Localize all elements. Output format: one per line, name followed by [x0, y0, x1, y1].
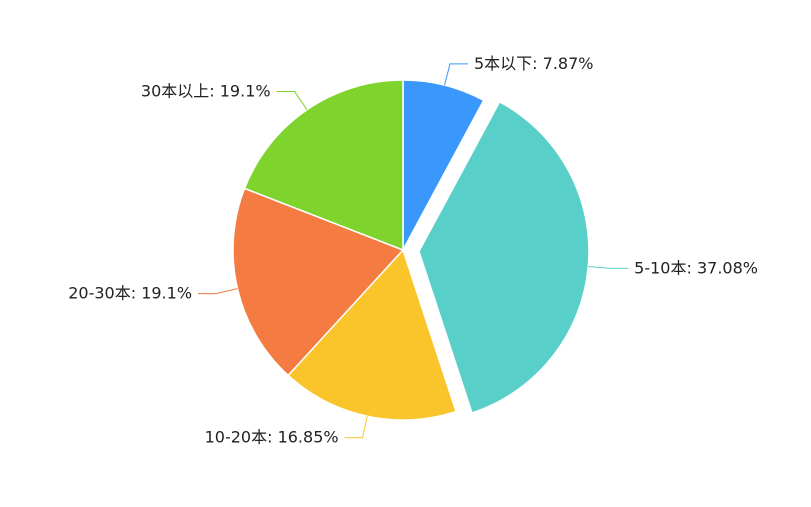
slice-name: 30本以上 — [141, 81, 209, 100]
label-line — [198, 288, 238, 295]
slice-name: 5-10本 — [634, 258, 686, 277]
label-separator: : — [532, 53, 542, 72]
slice-label: 30本以上: 19.1% — [141, 81, 271, 100]
slice-label: 5-10本: 37.08% — [634, 258, 758, 277]
slice-value: 16.85% — [278, 427, 339, 446]
label-line — [444, 63, 468, 86]
slice-label: 20-30本: 19.1% — [68, 283, 192, 302]
slice-name: 5本以下 — [474, 53, 532, 72]
slice-value: 19.1% — [220, 81, 271, 100]
label-separator: : — [687, 258, 697, 277]
label-line — [588, 265, 629, 269]
slice-name: 10-20本 — [205, 427, 268, 446]
pie-slice — [232, 187, 405, 377]
pie-slice — [287, 248, 457, 421]
label-separator: : — [209, 81, 219, 100]
pie-slice — [418, 100, 590, 414]
label-separator: : — [267, 427, 277, 446]
slice-value: 19.1% — [141, 283, 192, 302]
slice-value: 37.08% — [697, 258, 758, 277]
label-line — [276, 91, 308, 110]
label-line — [344, 416, 368, 439]
pie-slice — [243, 79, 404, 252]
slice-value: 7.87% — [543, 53, 594, 72]
slice-label: 5本以下: 7.87% — [474, 53, 593, 72]
slice-name: 20-30本 — [68, 283, 131, 302]
slice-label: 10-20本: 16.85% — [205, 427, 339, 446]
label-separator: : — [131, 283, 141, 302]
